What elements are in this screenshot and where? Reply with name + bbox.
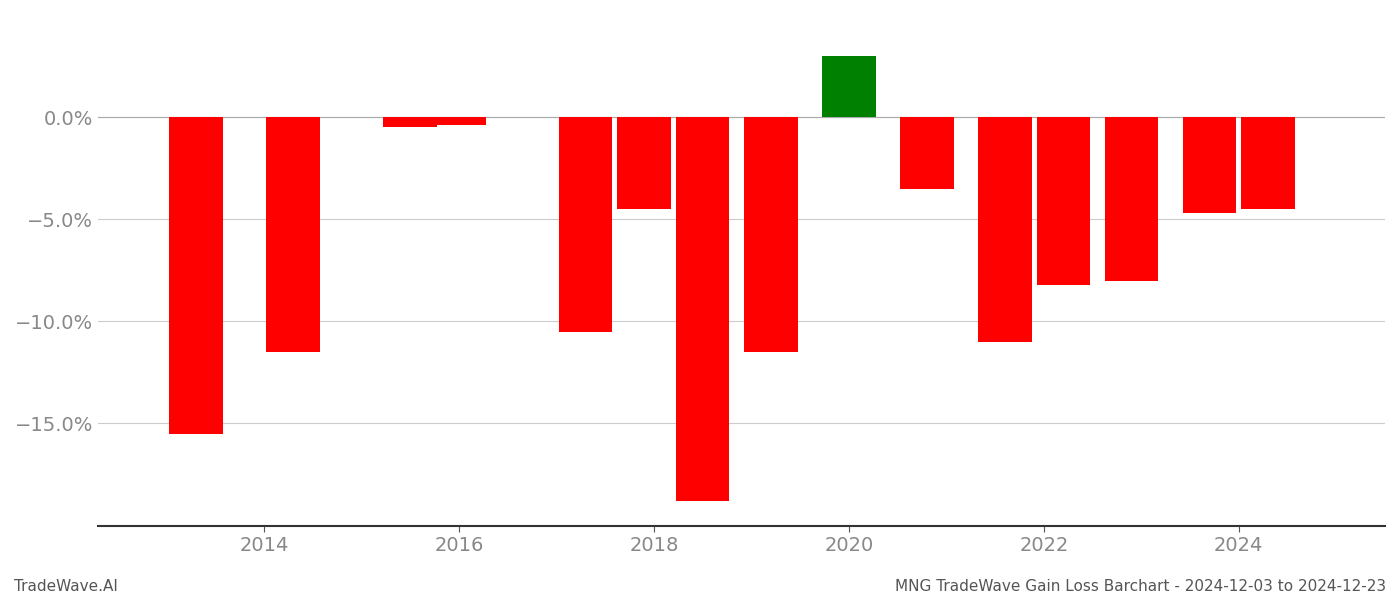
Bar bbox=[676, 117, 729, 501]
Text: TradeWave.AI: TradeWave.AI bbox=[14, 579, 118, 594]
Bar bbox=[900, 117, 953, 188]
Bar bbox=[1183, 117, 1236, 213]
Bar bbox=[743, 117, 798, 352]
Bar bbox=[266, 117, 321, 352]
Bar bbox=[169, 117, 223, 434]
Bar bbox=[1242, 117, 1295, 209]
Bar bbox=[1036, 117, 1091, 284]
Text: MNG TradeWave Gain Loss Barchart - 2024-12-03 to 2024-12-23: MNG TradeWave Gain Loss Barchart - 2024-… bbox=[895, 579, 1386, 594]
Bar bbox=[384, 117, 437, 127]
Bar bbox=[822, 56, 875, 117]
Bar bbox=[617, 117, 671, 209]
Bar bbox=[433, 117, 486, 125]
Bar bbox=[559, 117, 612, 332]
Bar bbox=[1105, 117, 1158, 281]
Bar bbox=[979, 117, 1032, 342]
